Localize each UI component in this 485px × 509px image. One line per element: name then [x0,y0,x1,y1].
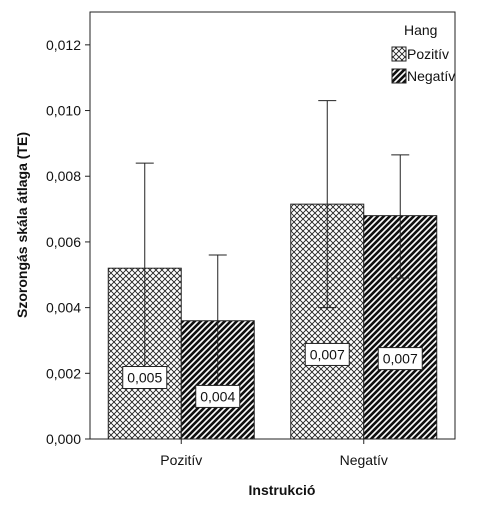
legend-label-negativ: Negatív [407,68,455,84]
y-tick-label: 0,004 [46,300,81,316]
data-label-box [122,366,168,390]
legend-swatch-pozitiv [391,46,407,62]
x-axis: Pozitív Negatív [160,439,388,468]
data-label: 0,007 [310,346,345,362]
data-label: 0,007 [383,351,418,367]
x-tick-label: Negatív [340,452,388,468]
data-label-box [304,342,350,366]
y-tick-label: 0,012 [46,37,81,53]
y-axis-title: Szorongás skála átlaga (TE) [14,132,30,318]
data-label-box [195,384,241,408]
y-tick-label: 0,000 [46,431,81,447]
data-label: 0,004 [200,388,235,404]
legend-swatch-negativ [391,68,407,84]
data-label-box [377,347,423,371]
x-axis-title: Instrukció [249,482,316,498]
y-tick-label: 0,006 [46,234,81,250]
legend: Hang Pozitív Negatív [391,22,455,84]
x-tick-label: Pozitív [160,452,202,468]
legend-title: Hang [404,22,437,38]
data-labels-layer: 0,005 0,007 0,004 0,007 [122,342,423,408]
data-label: 0,005 [127,370,162,386]
y-tick-label: 0,002 [46,365,81,381]
legend-label-pozitiv: Pozitív [407,46,449,62]
y-axis: 0,000 0,002 0,004 0,006 0,008 0,010 0,012 [46,37,90,447]
y-tick-label: 0,008 [46,168,81,184]
y-tick-label: 0,010 [46,103,81,119]
